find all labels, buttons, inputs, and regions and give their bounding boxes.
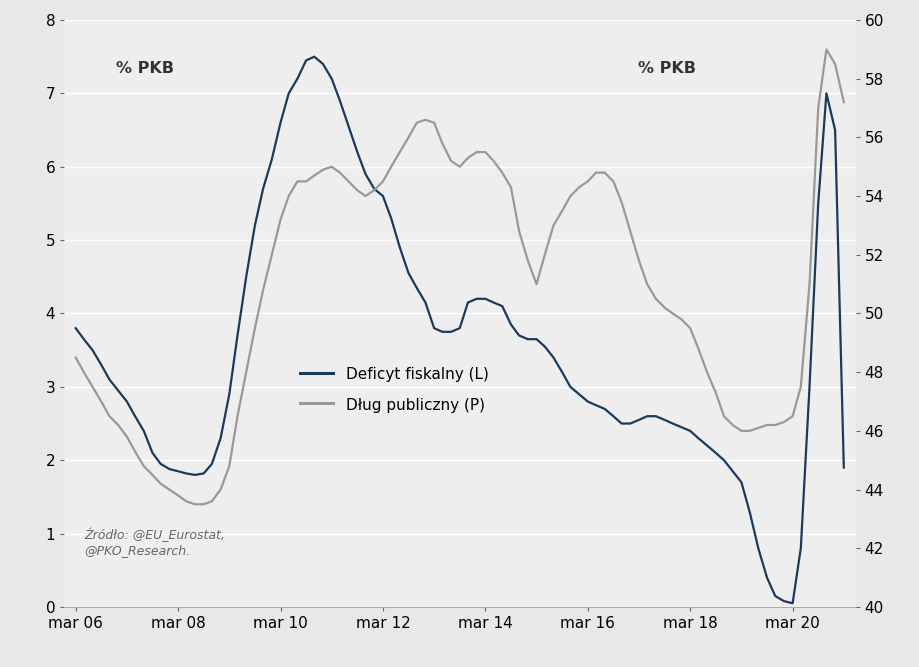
Text: % PKB: % PKB [116, 61, 174, 76]
Text: Źródło: @EU_Eurostat,
@PKO_Research.: Źródło: @EU_Eurostat, @PKO_Research. [85, 528, 225, 557]
Legend: Deficyt fiskalny (L), Dług publiczny (P): Deficyt fiskalny (L), Dług publiczny (P) [293, 361, 494, 419]
Text: % PKB: % PKB [638, 61, 696, 76]
